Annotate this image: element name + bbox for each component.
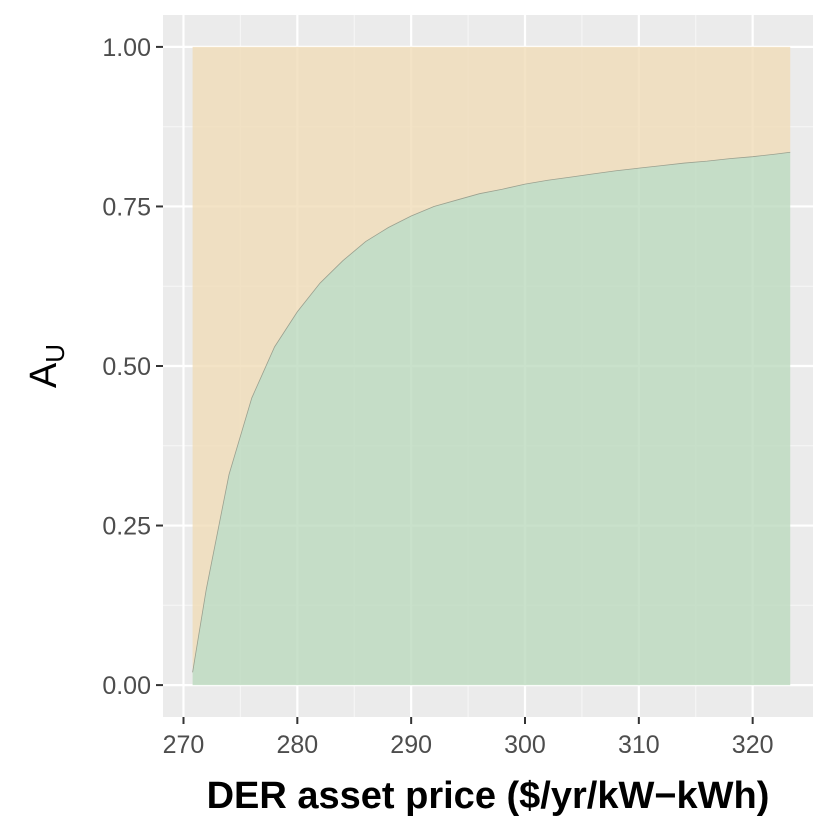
y-tick-label: 0.00: [102, 672, 151, 700]
x-axis-ticks: 270 280 290 300 310 320: [163, 717, 774, 759]
y-tick-label: 0.25: [102, 513, 151, 541]
x-axis-title: DER asset price ($/yr/kW−kWh): [207, 775, 770, 817]
boundary-curve: [192, 151, 791, 673]
lower-region-area: [192, 152, 791, 686]
y-tick-label: 0.50: [102, 353, 151, 381]
y-axis-title-main: A: [23, 362, 65, 388]
x-tick-label: 270: [163, 731, 205, 759]
upper-region-area: [192, 46, 791, 673]
x-tick-label: 280: [276, 731, 318, 759]
x-tick-label: 290: [390, 731, 432, 759]
y-axis-ticks: 0.00 0.25 0.50 0.75 1.00: [102, 34, 163, 700]
area-series: [192, 46, 791, 686]
x-tick-label: 320: [732, 731, 774, 759]
x-tick-label: 300: [504, 731, 546, 759]
y-tick-label: 0.75: [102, 193, 151, 221]
y-axis-title-subscript: U: [40, 344, 70, 363]
x-tick-label: 310: [618, 731, 660, 759]
y-axis-title: AU: [23, 344, 70, 388]
y-tick-label: 1.00: [102, 34, 151, 62]
